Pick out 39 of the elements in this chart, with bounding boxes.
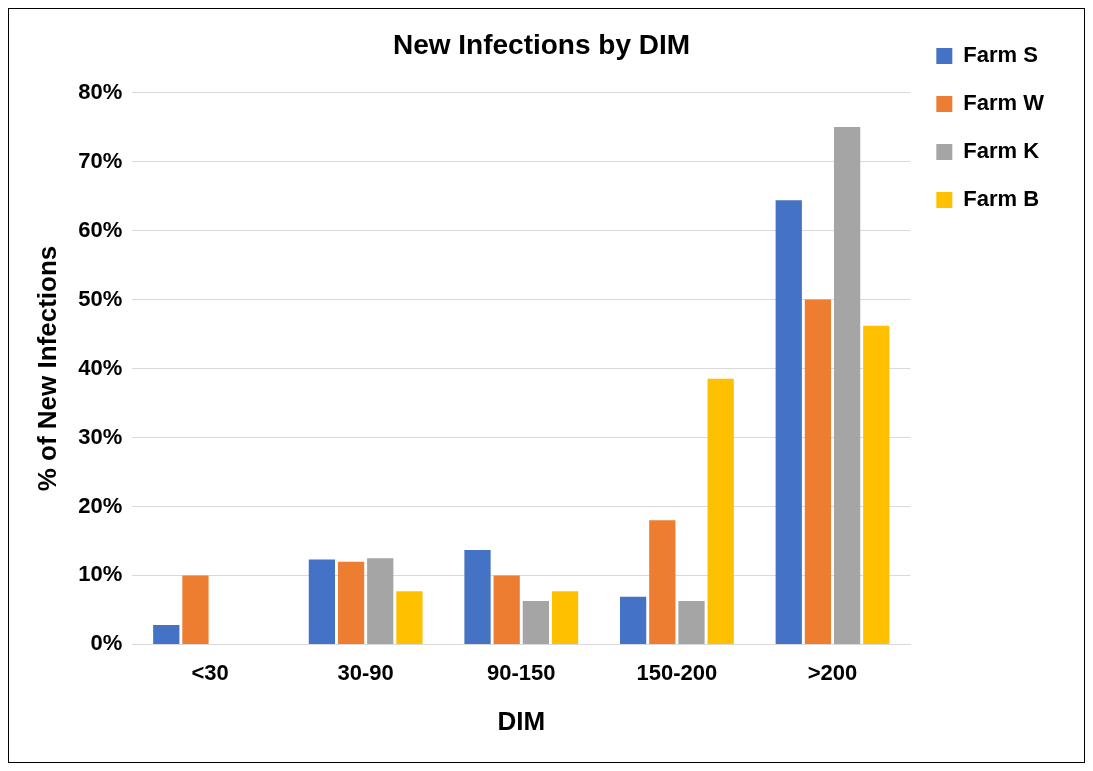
- bar: [833, 127, 861, 644]
- bar: [551, 591, 579, 644]
- x-tick-label: >200: [807, 659, 858, 685]
- bar: [678, 600, 705, 644]
- y-tick-label: 70%: [78, 147, 123, 173]
- bar: [464, 549, 491, 644]
- y-tick-label: 30%: [78, 423, 123, 449]
- x-tick-label: 30-90: [337, 659, 394, 685]
- y-tick-label: 10%: [78, 561, 123, 587]
- x-tick-label: 90-150: [487, 659, 556, 685]
- bar: [522, 600, 549, 644]
- bar: [182, 575, 209, 644]
- legend-label: Farm S: [963, 42, 1038, 68]
- bar: [493, 575, 520, 644]
- legend-label: Farm W: [963, 90, 1045, 116]
- bar: [396, 591, 423, 644]
- legend-label: Farm K: [963, 138, 1040, 164]
- bar: [863, 325, 890, 644]
- bar: [804, 299, 832, 644]
- bar: [153, 625, 180, 644]
- y-tick-label: 40%: [78, 354, 123, 380]
- y-tick-label: 50%: [78, 285, 123, 311]
- bar: [367, 558, 394, 644]
- bar: [620, 596, 647, 644]
- bar: [308, 559, 336, 644]
- x-tick-label: <30: [191, 659, 229, 685]
- y-tick-label: 60%: [78, 216, 123, 242]
- y-tick-label: 20%: [78, 492, 123, 518]
- x-axis-title: DIM: [497, 705, 546, 736]
- chart-title: New Infections by DIM: [392, 28, 691, 60]
- y-tick-label: 80%: [78, 78, 123, 104]
- bar: [707, 378, 734, 644]
- legend-label: Farm B: [963, 186, 1040, 212]
- bar: [649, 520, 676, 644]
- bar: [337, 561, 365, 644]
- y-axis-title: % of New Infections: [31, 245, 62, 492]
- x-tick-label: 150-200: [636, 659, 718, 685]
- y-tick-label: 0%: [90, 630, 123, 656]
- bar: [775, 200, 802, 644]
